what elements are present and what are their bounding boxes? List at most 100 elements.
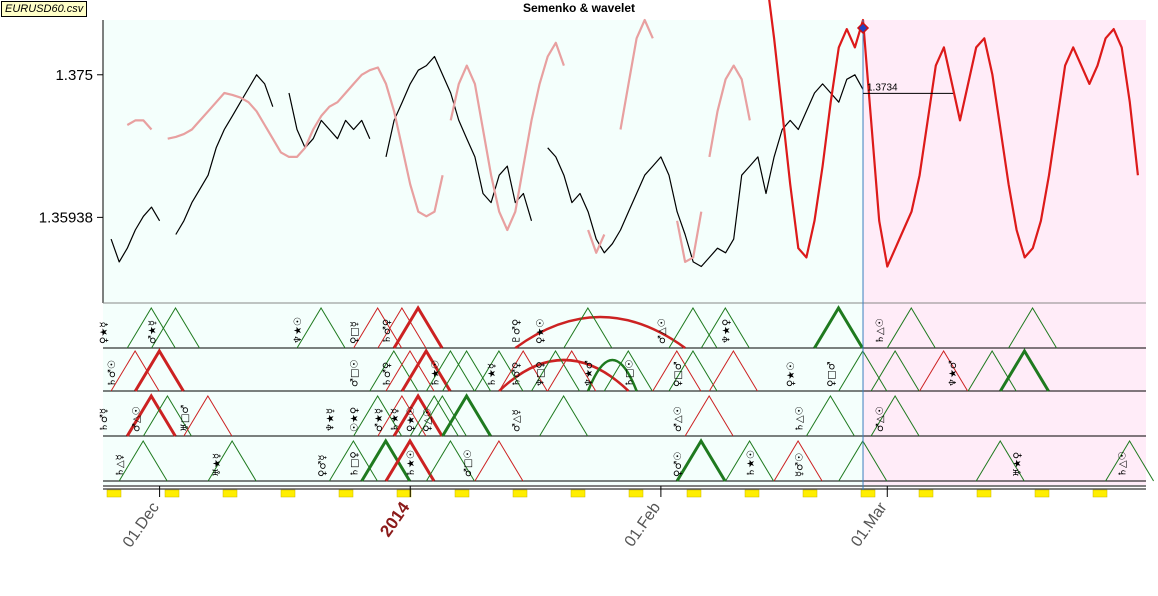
aspect-triangle xyxy=(547,350,597,392)
timeline-marker xyxy=(512,489,528,498)
aspect-triangle xyxy=(392,393,444,437)
aspect-triangle xyxy=(668,350,718,392)
cursor-marker-icon xyxy=(856,21,870,35)
aspect-triangle xyxy=(813,305,864,349)
timeline-marker xyxy=(164,489,180,498)
aspect-label: ♅★☿ xyxy=(212,453,223,477)
aspect-triangle xyxy=(708,350,758,392)
aspect-triangle xyxy=(474,350,524,392)
chart-title: Semenko & wavelet xyxy=(522,1,636,15)
x-tick-label: 01.Feb xyxy=(622,499,665,550)
aspect-label: ♆★♀ xyxy=(722,319,733,344)
aspect-label: ♂△☉ xyxy=(875,406,886,432)
current-value-label: 1.3734 xyxy=(867,82,898,93)
timeline-marker xyxy=(570,489,586,498)
aspect-label: ♄♂☉ xyxy=(107,360,118,387)
aspect-triangle xyxy=(652,350,702,392)
aspect-triangle xyxy=(539,395,589,437)
aspect-label: ♆★☿ xyxy=(325,408,336,432)
aspect-label: ♂△☉ xyxy=(131,406,142,432)
aspect-label: ♆□♀ xyxy=(536,361,547,387)
timeline-marker xyxy=(802,489,818,498)
aspect-label: ♀★☿ xyxy=(99,322,110,344)
aspect-label: ♀□☿ xyxy=(350,321,361,344)
aspect-triangle xyxy=(400,348,452,392)
timeline-marker xyxy=(1034,489,1050,498)
aspect-label: ♀△☉ xyxy=(422,408,433,432)
timeline-marker xyxy=(222,489,238,498)
aspect-label: ♄♂♀ xyxy=(511,362,522,387)
aspect-triangle xyxy=(207,440,257,482)
aspect-triangle xyxy=(126,307,176,349)
aspect-triangle xyxy=(700,307,750,349)
series-price xyxy=(110,55,864,268)
aspect-label: ♅□♂ xyxy=(180,405,191,432)
history-background xyxy=(103,20,864,485)
aspect-label: ♂△☿ xyxy=(511,409,522,432)
forecast-background xyxy=(863,20,1146,485)
aspect-triangle xyxy=(125,393,177,437)
y-tick-label: 1.35938 xyxy=(39,209,93,226)
aspect-label: ♀□♂ xyxy=(673,361,684,387)
aspect-triangle xyxy=(684,395,734,437)
x-tick-label: 01.Dec xyxy=(120,500,163,551)
aspect-label: ♆★☉ xyxy=(293,317,304,344)
aspect-triangle xyxy=(377,307,427,349)
aspect-label: ♀□♂ xyxy=(827,361,838,387)
aspect-triangle xyxy=(142,395,192,437)
aspect-triangle xyxy=(353,395,403,437)
aspect-triangle xyxy=(725,440,774,482)
y-tick-label: 1.375 xyxy=(55,67,93,84)
aspect-triangle xyxy=(870,395,920,437)
timeline-marker xyxy=(976,489,992,498)
timeline-marker xyxy=(454,489,470,498)
aspect-label: ♄★☿ xyxy=(390,408,401,432)
aspect-triangle xyxy=(474,440,524,482)
price-series-layer xyxy=(110,0,1139,268)
aspect-triangle xyxy=(886,307,936,349)
aspect-label: ♄△☉ xyxy=(794,406,805,432)
aspect-label: ♄★☉ xyxy=(406,450,417,477)
aspect-panels: ♀★☿ ♂★☿ ♆★☉ ♀□☿ ♄♂♀ ♇♂♀ ♀★☉ ♂△☉ ♆★♀ ♄△☉ ♄♂☉ ♂□☉ ♄♂♀ ♄… xyxy=(99,305,1154,482)
aspect-label: ♀★☉ xyxy=(536,319,547,344)
file-name-tag: EURUSD60.csv xyxy=(1,1,88,17)
timeline-marker xyxy=(396,489,412,498)
timeline-marker xyxy=(338,489,354,498)
aspect-label: ♄△☉ xyxy=(875,318,886,344)
aspect-label: ♂□☉ xyxy=(463,450,474,477)
aspect-triangle xyxy=(118,440,168,482)
aspect-label: ♄★☉ xyxy=(746,450,757,477)
series-forecast xyxy=(768,0,1139,268)
aspect-label: ♀★☉ xyxy=(406,407,417,432)
aspect-label: ♆★♂ xyxy=(948,360,959,387)
aspect-label: ♂□☉ xyxy=(350,360,361,387)
aspect-label: ♄♂☿ xyxy=(99,408,110,432)
aspect-label: ♄□♀ xyxy=(350,451,361,477)
aspect-triangle xyxy=(531,350,580,392)
aspect-triangle xyxy=(360,438,412,482)
aspect-label: ♂★☿ xyxy=(374,408,385,432)
aspect-arc xyxy=(514,315,686,350)
aspect-triangle xyxy=(563,307,613,349)
timeline-marker xyxy=(106,489,122,498)
aspect-label: ♄♂♀ xyxy=(382,362,393,387)
aspect-label: ♀★☉ xyxy=(786,362,797,387)
timeline-marker xyxy=(1092,489,1108,498)
aspect-triangle xyxy=(975,440,1025,482)
aspect-triangle xyxy=(392,305,444,349)
cursor-layer: 1.3734 xyxy=(856,20,953,490)
timeline-marker xyxy=(686,489,702,498)
aspect-label: ♀♂☿ xyxy=(317,455,328,477)
aspect-triangle xyxy=(353,307,403,349)
aspect-triangle xyxy=(425,440,475,482)
plot-background xyxy=(103,20,1146,485)
x-tick-label: 01.Mar xyxy=(848,499,891,550)
aspect-triangle xyxy=(425,350,475,392)
aspect-label: ♄△☿ xyxy=(115,454,126,477)
aspect-label: ♄★☿ xyxy=(487,363,498,387)
aspect-triangle xyxy=(384,438,436,482)
timeline-marker xyxy=(744,489,760,498)
aspect-arc xyxy=(498,358,630,392)
aspect-triangle xyxy=(675,438,727,482)
aspect-label: ♄★☉ xyxy=(430,360,441,387)
